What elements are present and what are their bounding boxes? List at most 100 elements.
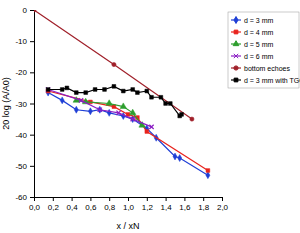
x-tick: 1,2 [142,197,154,212]
x-tick: 0,0 [29,197,41,212]
series-marker [60,88,64,92]
series-marker [164,102,168,106]
series-marker [149,125,153,129]
series-line [34,10,192,119]
x-tick-label: 1,6 [179,203,191,212]
y-tick-mark [30,104,34,105]
series-marker [145,130,149,134]
series-marker [65,86,69,90]
legend-marker [234,30,238,34]
x-tick-label: 1,8 [198,203,210,212]
series-marker [173,153,177,160]
plot: 0,00,20,40,60,81,01,21,41,61,82,0-60-50-… [15,6,228,212]
legend-item: d = 3 mm [231,17,274,24]
legend-label: d = 3 mm with TGC [244,77,300,84]
y-tick: -10 [15,37,34,46]
x-tick-label: 2,0 [217,203,229,212]
y-tick-mark [30,72,34,73]
x-tick: 0,2 [48,197,60,212]
legend-item: d = 5 mm [231,41,274,48]
series-marker [79,98,83,102]
series-marker [120,103,126,109]
legend-item: d = 3 mm with TGC [231,77,300,84]
series-marker [178,155,182,162]
series-marker [107,109,111,116]
series-marker [131,88,135,92]
legend-marker [233,41,239,46]
series-marker [74,91,78,95]
y-tick-label: -40 [15,131,27,140]
series-marker [60,97,64,104]
x-tick: 1,6 [179,197,191,212]
y-tick: -60 [15,193,34,202]
x-tick-label: 0,0 [29,203,41,212]
series-marker [121,89,125,93]
x-tick-mark [166,197,167,201]
x-tick-mark [147,197,148,201]
x-tick-mark [109,197,110,201]
x-tick: 1,4 [161,197,173,212]
x-tick-mark [203,197,204,201]
series-marker [112,62,116,66]
series-marker [206,169,210,173]
series-line [48,89,151,126]
legend-label: bottom echoes [244,65,290,72]
legend-marker [234,17,238,24]
series-marker [34,10,36,12]
series-marker [93,88,97,92]
series-marker [150,95,154,99]
x-tick-mark [72,197,73,201]
series-marker [168,102,172,106]
y-axis-title: 20 log (A/A0) [1,77,11,130]
legend-item: d = 6 mm [231,53,274,60]
legend: d = 3 mm d = 4 mm d = 5 mm d = 6 mm bottom e… [228,12,300,88]
series-marker [103,88,107,92]
series-marker [46,87,50,91]
series-marker [116,111,120,115]
x-tick-mark [90,197,91,201]
y-axis: -60-50-40-30-20-100 [15,6,34,202]
x-tick: 0,8 [104,197,116,212]
legend-item: bottom echoes [231,65,290,72]
x-axis-title: x / xN [116,221,139,231]
x-tick-label: 0,2 [48,203,60,212]
series-marker [206,172,210,179]
y-tick-label: 0 [23,6,28,15]
series-line [48,91,208,170]
y-tick-mark [30,166,34,167]
legend-item: d = 4 mm [231,29,274,36]
x-tick: 0,4 [67,197,79,212]
series-marker [180,113,184,117]
series-marker [88,108,92,115]
x-tick-label: 1,0 [123,203,135,212]
y-tick-mark [30,135,34,136]
x-tick-mark [222,197,223,201]
x-tick-mark [128,197,129,201]
x-tick: 2,0 [217,197,229,212]
x-axis: 0,0 0,2 0,4 0,6 0,8 1,0 1,2 1,4 1,6 1,8 2,0 [29,197,229,212]
y-tick-label: -30 [15,100,27,109]
legend-marker [234,78,238,82]
series-marker [126,113,130,117]
y-tick-label: -60 [15,193,27,202]
legend-label: d = 4 mm [244,29,274,36]
y-tick-mark [30,197,34,198]
y-tick: -30 [15,100,34,109]
series-marker [84,91,88,95]
series-marker [159,95,163,99]
x-axis-line [35,198,223,202]
series-marker [131,117,135,121]
x-tick-label: 0,4 [67,203,79,212]
series-line [48,93,208,176]
series-marker [106,100,112,106]
legend-marker [234,66,238,70]
x-tick: 1,0 [123,197,135,212]
series-marker [112,84,116,88]
y-tick: 0 [23,6,34,15]
x-tick-label: 1,4 [161,203,173,212]
series-marker [74,106,78,113]
legend-label: d = 6 mm [244,53,274,60]
x-tick-label: 0,6 [85,203,97,212]
series-line [76,100,142,125]
legend-marker [234,54,238,58]
